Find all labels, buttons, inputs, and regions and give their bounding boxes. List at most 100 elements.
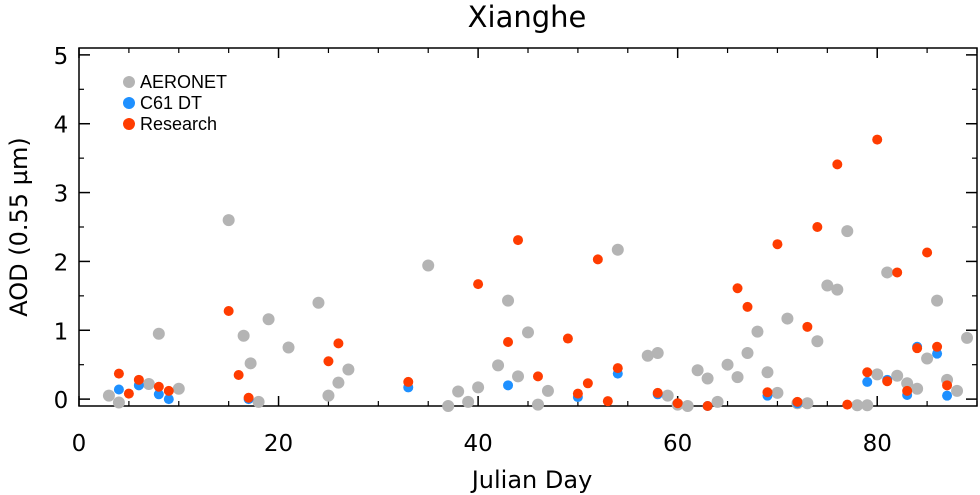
point-aeronet	[252, 395, 265, 408]
point-aeronet	[661, 389, 674, 402]
y-tick-label: 4	[54, 113, 69, 139]
point-research	[403, 376, 414, 387]
point-c61-dt	[862, 376, 873, 387]
point-c61-dt	[113, 384, 124, 395]
point-research	[932, 341, 943, 352]
point-research	[762, 387, 773, 398]
point-aeronet	[512, 370, 525, 383]
point-aeronet	[462, 395, 475, 408]
legend-label-aeronet: AERONET	[140, 72, 227, 92]
point-c61-dt	[163, 394, 174, 405]
point-aeronet	[871, 368, 884, 381]
legend: AERONET C61 DT Research	[123, 72, 227, 134]
point-aeronet	[781, 312, 794, 325]
point-research	[742, 301, 753, 312]
point-aeronet	[142, 377, 155, 390]
point-aeronet	[681, 400, 694, 412]
point-aeronet	[701, 372, 714, 385]
legend-label-research: Research	[140, 114, 217, 134]
point-research	[572, 388, 583, 399]
point-aeronet	[841, 225, 854, 238]
point-aeronet	[222, 214, 235, 227]
point-research	[862, 367, 873, 378]
point-research	[922, 247, 933, 258]
point-aeronet	[342, 363, 355, 376]
point-aeronet	[452, 385, 465, 398]
point-aeronet	[891, 369, 904, 382]
y-tick-label: 5	[54, 44, 69, 70]
point-research	[832, 159, 843, 170]
point-research	[562, 333, 573, 344]
point-research	[672, 398, 683, 409]
point-aeronet	[522, 326, 534, 339]
point-aeronet	[541, 384, 554, 397]
point-aeronet	[112, 396, 125, 409]
point-c61-dt	[503, 380, 514, 391]
point-research	[812, 222, 823, 232]
data-points	[102, 134, 974, 412]
point-aeronet	[911, 382, 924, 395]
point-research	[243, 392, 254, 403]
point-research	[113, 368, 124, 379]
y-tick-label: 3	[54, 182, 69, 208]
point-aeronet	[492, 359, 505, 372]
point-aeronet	[651, 346, 664, 359]
point-research	[592, 254, 603, 265]
point-aeronet	[472, 381, 485, 394]
point-research	[532, 371, 543, 382]
legend-marker-research	[123, 118, 135, 130]
x-axis-label: Julian Day	[470, 466, 593, 494]
point-aeronet	[771, 386, 784, 399]
point-aeronet	[691, 364, 704, 377]
point-aeronet	[152, 327, 165, 340]
point-aeronet	[861, 399, 874, 412]
point-research	[602, 396, 613, 407]
point-research	[652, 387, 663, 398]
point-aeronet	[711, 395, 724, 408]
point-aeronet	[961, 331, 974, 344]
plot-frame	[78, 47, 978, 407]
x-tick-label: 40	[463, 431, 492, 457]
point-research	[473, 279, 484, 290]
point-aeronet	[761, 366, 774, 379]
point-aeronet	[831, 283, 844, 296]
y-tick-label: 2	[54, 250, 69, 276]
point-aeronet	[102, 389, 115, 402]
point-research	[133, 374, 144, 385]
point-research	[732, 283, 743, 294]
x-tick-label: 80	[863, 431, 892, 457]
point-aeronet	[951, 384, 964, 397]
point-research	[582, 378, 593, 389]
x-tick-label: 60	[663, 431, 692, 457]
point-research	[153, 381, 164, 392]
point-aeronet	[931, 294, 944, 307]
point-research	[323, 356, 334, 367]
point-c61-dt	[153, 389, 164, 400]
point-aeronet	[422, 259, 435, 272]
point-aeronet	[731, 371, 744, 384]
x-tick-label: 20	[264, 431, 293, 457]
y-tick-label: 0	[54, 388, 69, 414]
point-research	[612, 363, 623, 374]
point-aeronet	[811, 335, 824, 348]
point-aeronet	[741, 346, 754, 359]
point-aeronet	[322, 389, 335, 402]
point-aeronet	[502, 294, 515, 307]
point-c61-dt	[942, 390, 953, 401]
point-research	[842, 399, 853, 410]
point-aeronet	[851, 399, 864, 412]
legend-marker-aeronet	[123, 76, 135, 88]
chart-title: Xianghe	[468, 0, 587, 34]
point-research	[503, 336, 514, 347]
point-research	[513, 235, 524, 246]
point-aeronet	[244, 357, 257, 370]
point-research	[123, 388, 134, 399]
point-research	[912, 343, 923, 354]
point-research	[892, 267, 903, 278]
x-axis-ticks: 0 20 40 60 80	[72, 48, 978, 457]
point-research	[163, 385, 174, 396]
x-tick-label: 0	[72, 431, 87, 457]
point-research	[882, 376, 893, 387]
point-research	[942, 380, 953, 391]
